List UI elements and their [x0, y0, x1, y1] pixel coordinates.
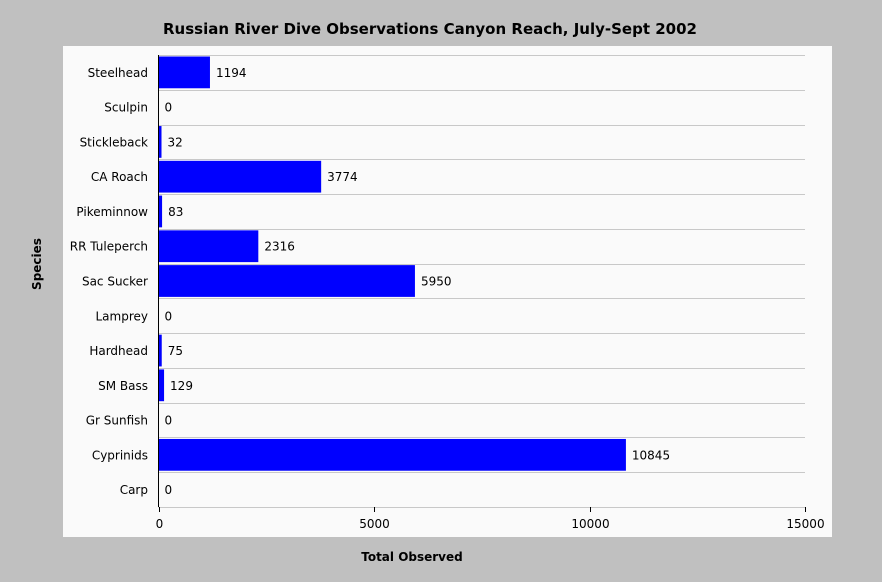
data-label: 0: [165, 101, 173, 115]
bar: [158, 369, 165, 402]
data-label: 32: [168, 135, 183, 149]
chart-title: Russian River Dive Observations Canyon R…: [163, 20, 697, 38]
labels-layer: Steelhead 1194 Sculpin 0 Stickleback 32 CA Roa…: [70, 66, 670, 497]
bar: [158, 438, 626, 471]
x-tick-label: 10000: [571, 517, 609, 531]
x-tick-label: 15000: [786, 517, 824, 531]
bar: [158, 265, 415, 297]
y-tick-label: RR Tuleperch: [70, 240, 148, 254]
x-tick-label: 0: [156, 517, 164, 531]
data-label: 0: [165, 414, 173, 428]
y-tick-label: Cyprinids: [92, 448, 148, 462]
bar: [158, 230, 259, 263]
data-label: 5950: [421, 275, 452, 289]
x-axis-ticks: 0 5000 10000 15000: [156, 507, 825, 531]
bar: [158, 56, 210, 89]
grid-layer: [158, 55, 805, 508]
y-tick-label: Steelhead: [88, 66, 148, 80]
data-label: 83: [168, 205, 183, 219]
data-label: 0: [165, 309, 173, 323]
y-tick-label: Stickleback: [80, 135, 148, 149]
data-label: 10845: [632, 448, 670, 462]
y-tick-label: Pikeminnow: [76, 205, 148, 219]
bar: [158, 195, 163, 228]
data-label: 2316: [264, 240, 295, 254]
bar: [158, 160, 322, 193]
x-axis-title: Total Observed: [361, 550, 463, 564]
bars-layer: [158, 56, 626, 471]
data-label: 129: [170, 379, 193, 393]
y-tick-label: SM Bass: [98, 379, 148, 393]
y-axis-title: Species: [30, 238, 44, 290]
data-label: 75: [168, 344, 183, 358]
x-tick-label: 5000: [359, 517, 390, 531]
y-tick-label: Carp: [120, 483, 148, 497]
data-label: 1194: [216, 66, 247, 80]
y-tick-label: Gr Sunfish: [86, 414, 148, 428]
y-tick-label: Lamprey: [96, 309, 149, 323]
data-label: 0: [165, 483, 173, 497]
bar: [158, 334, 162, 367]
y-tick-label: CA Roach: [91, 170, 148, 184]
y-tick-label: Hardhead: [89, 344, 148, 358]
y-tick-label: Sac Sucker: [82, 275, 148, 289]
bar: [158, 126, 162, 158]
data-label: 3774: [327, 170, 358, 184]
y-tick-label: Sculpin: [104, 101, 148, 115]
